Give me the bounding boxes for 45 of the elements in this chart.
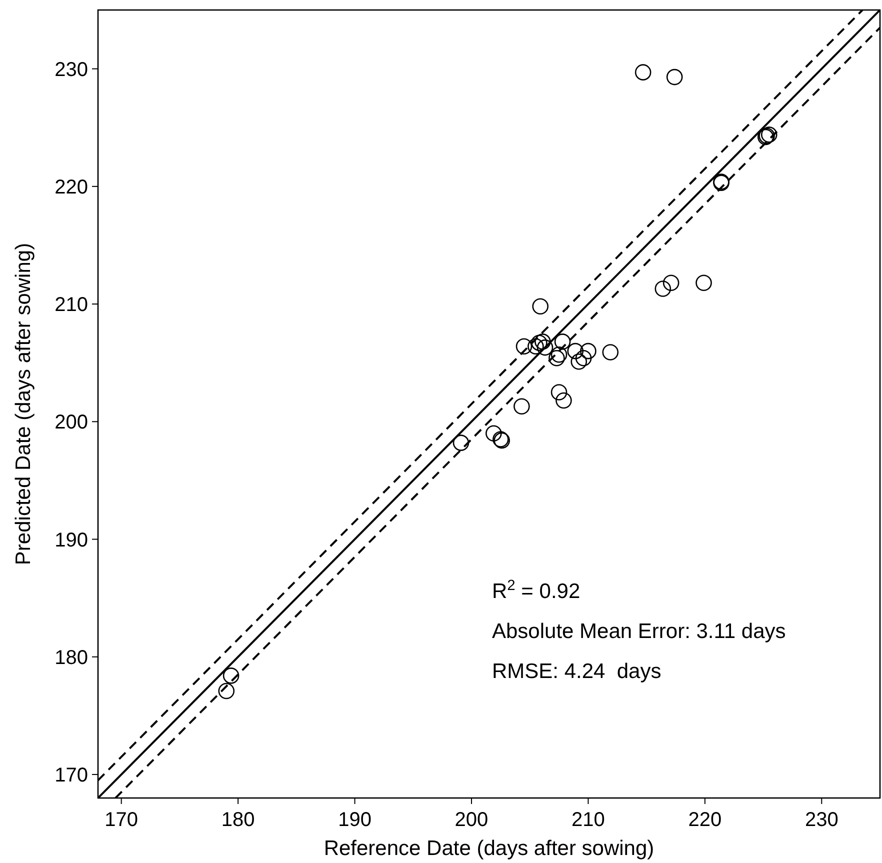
- x-tick-label: 230: [804, 809, 838, 831]
- point: [528, 338, 544, 355]
- annotation: R$^{2}$ = 0.92: [492, 578, 580, 603]
- y-tick-label: 210: [54, 294, 88, 316]
- point: [556, 392, 572, 409]
- point: [222, 668, 240, 684]
- point: [570, 354, 588, 370]
- point: [662, 274, 680, 292]
- point: [696, 274, 712, 292]
- point: [554, 334, 571, 350]
- point: [452, 434, 470, 451]
- point: [486, 425, 502, 442]
- y-tick-label: 190: [54, 529, 88, 552]
- point: [602, 344, 619, 360]
- point: [514, 398, 530, 414]
- point: [531, 334, 548, 351]
- point: [567, 342, 584, 360]
- y-tick-label: 220: [54, 176, 88, 198]
- point: [575, 350, 592, 366]
- x-tick-label: 180: [221, 809, 255, 831]
- point: [634, 64, 652, 80]
- point: [654, 280, 672, 297]
- y-tick-label: 230: [54, 58, 88, 81]
- x-axis-title: Reference Date (days after sowing): [324, 837, 654, 860]
- annotation: Absolute Mean Error: 3.11 days: [492, 620, 786, 643]
- x-tick-label: 210: [572, 809, 605, 831]
- x-tick-label: 170: [104, 809, 138, 831]
- point: [516, 338, 532, 355]
- point: [548, 350, 565, 366]
- y-axis-title: Predicted Date (days after sowing): [12, 242, 35, 566]
- point: [580, 342, 596, 360]
- x-tick-label: 200: [454, 809, 488, 831]
- annotation: RMSE: 4.24 days: [492, 660, 662, 683]
- point: [534, 334, 551, 350]
- point: [536, 339, 554, 356]
- x-tick-label: 190: [338, 809, 372, 831]
- point: [550, 346, 568, 363]
- y-tick-label: 200: [54, 412, 88, 434]
- point: [218, 682, 235, 700]
- point: [550, 384, 568, 400]
- y-tick-label: 170: [54, 764, 88, 786]
- y-tick-label: 180: [54, 646, 88, 669]
- point: [532, 298, 549, 315]
- x-tick-label: 220: [688, 809, 722, 831]
- point: [666, 68, 683, 86]
